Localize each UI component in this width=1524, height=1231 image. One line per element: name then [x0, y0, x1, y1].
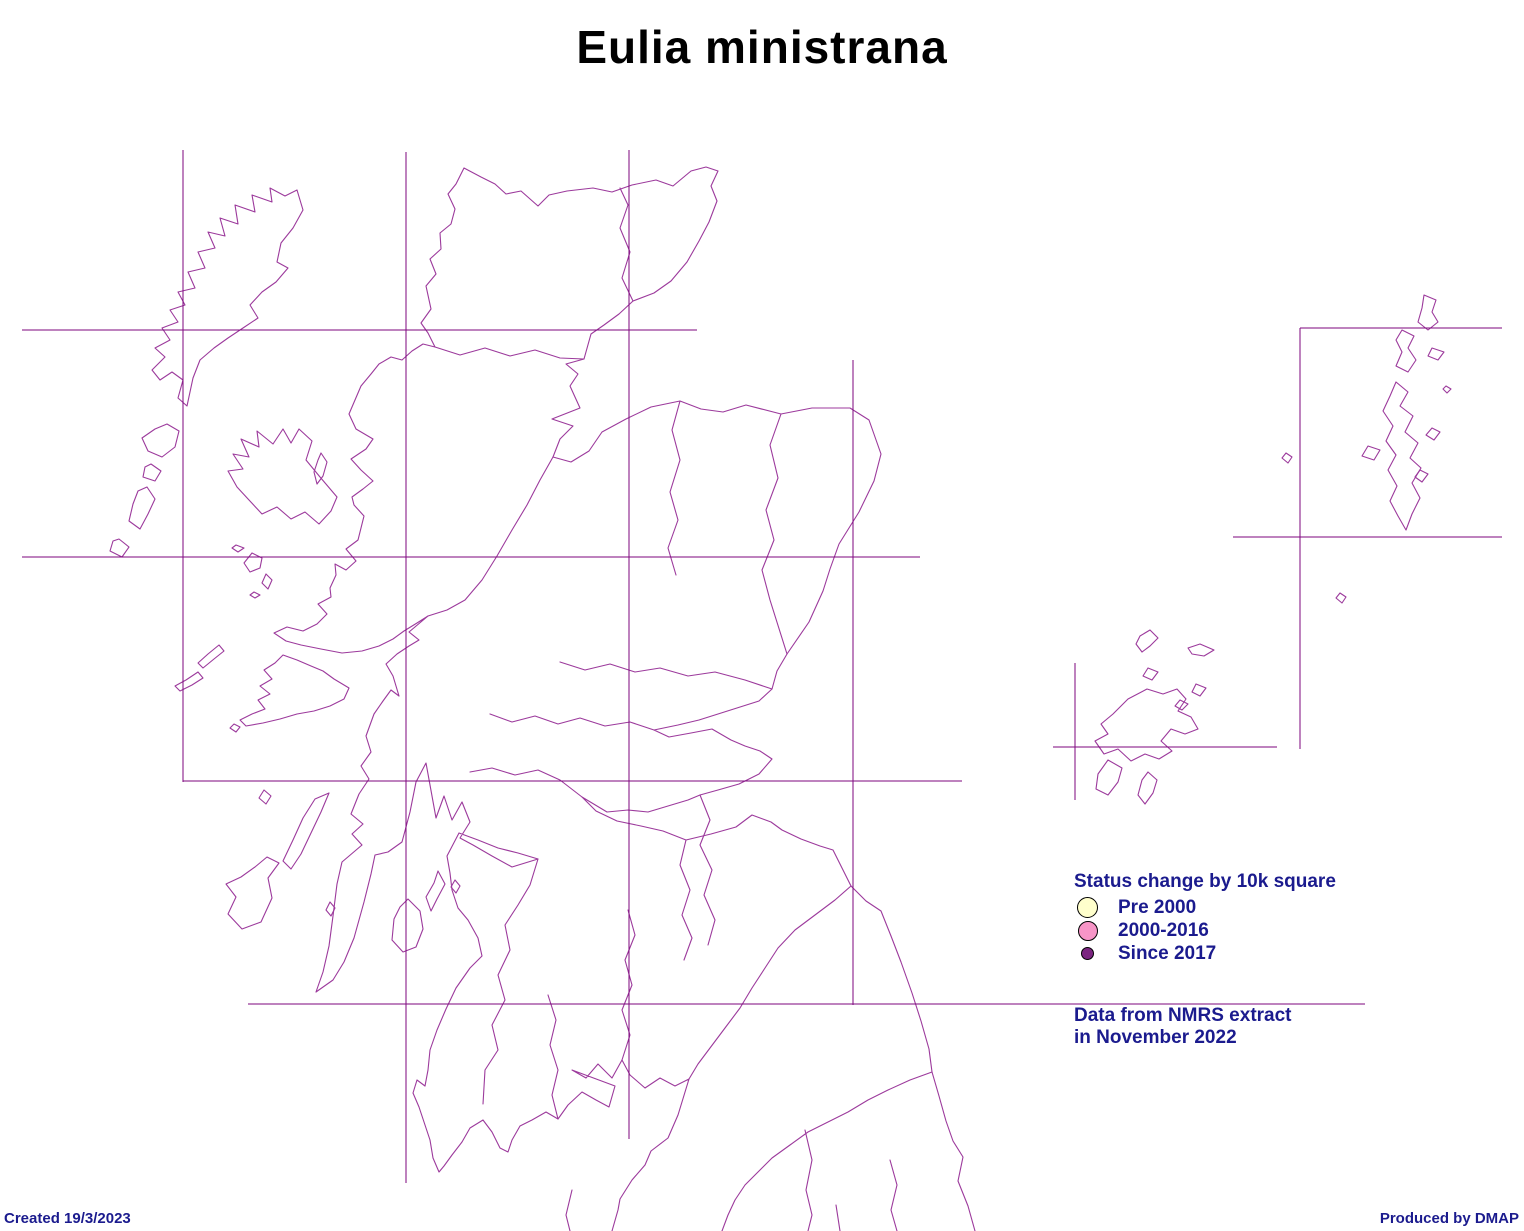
- legend-item-pre-2000: Pre 2000: [1074, 896, 1336, 919]
- legend-item-label: Since 2017: [1118, 942, 1217, 964]
- data-source-note: Data from NMRS extract in November 2022: [1074, 1005, 1292, 1049]
- data-source-line1: Data from NMRS extract: [1074, 1005, 1292, 1026]
- 2000-2016-swatch-icon: [1077, 920, 1098, 941]
- created-date: Created 19/3/2023: [4, 1210, 131, 1227]
- legend-item-since-2017: Since 2017: [1074, 942, 1336, 965]
- legend-title: Status change by 10k square: [1074, 871, 1336, 892]
- pre-2000-swatch-icon: [1077, 897, 1098, 918]
- coastline-mainland: [273, 166, 976, 1231]
- county-boundaries: [427, 187, 933, 1231]
- grid-layer: [22, 150, 1502, 1183]
- legend-item-2000-2016: 2000-2016: [1074, 919, 1336, 942]
- legend: Status change by 10k square Pre 2000 200…: [1074, 871, 1336, 965]
- legend-item-label: 2000-2016: [1118, 919, 1209, 941]
- data-source-line2: in November 2022: [1074, 1027, 1237, 1048]
- coastline-islands: [109, 187, 1452, 953]
- since-2017-swatch-icon: [1081, 947, 1094, 960]
- legend-item-label: Pre 2000: [1118, 896, 1197, 918]
- produced-by: Produced by DMAP: [1379, 1210, 1519, 1227]
- page-title: Eulia ministrana: [576, 21, 948, 73]
